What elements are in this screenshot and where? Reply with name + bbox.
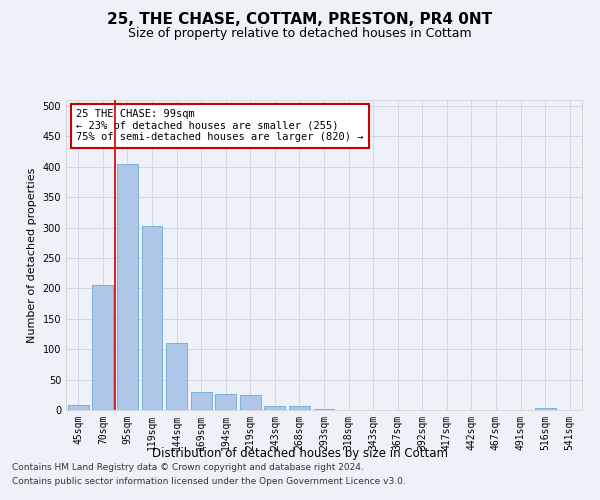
Text: Contains HM Land Registry data © Crown copyright and database right 2024.: Contains HM Land Registry data © Crown c… bbox=[12, 464, 364, 472]
Text: Contains public sector information licensed under the Open Government Licence v3: Contains public sector information licen… bbox=[12, 477, 406, 486]
Bar bbox=[68, 405, 89, 410]
Bar bbox=[117, 164, 138, 410]
Bar bbox=[166, 342, 187, 410]
Text: Distribution of detached houses by size in Cottam: Distribution of detached houses by size … bbox=[152, 448, 448, 460]
Text: 25, THE CHASE, COTTAM, PRESTON, PR4 0NT: 25, THE CHASE, COTTAM, PRESTON, PR4 0NT bbox=[107, 12, 493, 28]
Bar bbox=[240, 395, 261, 410]
Bar bbox=[314, 409, 334, 410]
Bar bbox=[92, 286, 113, 410]
Bar bbox=[191, 392, 212, 410]
Bar bbox=[215, 394, 236, 410]
Bar bbox=[535, 408, 556, 410]
Bar bbox=[142, 226, 163, 410]
Bar bbox=[265, 406, 286, 410]
Text: 25 THE CHASE: 99sqm
← 23% of detached houses are smaller (255)
75% of semi-detac: 25 THE CHASE: 99sqm ← 23% of detached ho… bbox=[76, 110, 364, 142]
Y-axis label: Number of detached properties: Number of detached properties bbox=[27, 168, 37, 342]
Text: Size of property relative to detached houses in Cottam: Size of property relative to detached ho… bbox=[128, 28, 472, 40]
Bar bbox=[289, 406, 310, 410]
